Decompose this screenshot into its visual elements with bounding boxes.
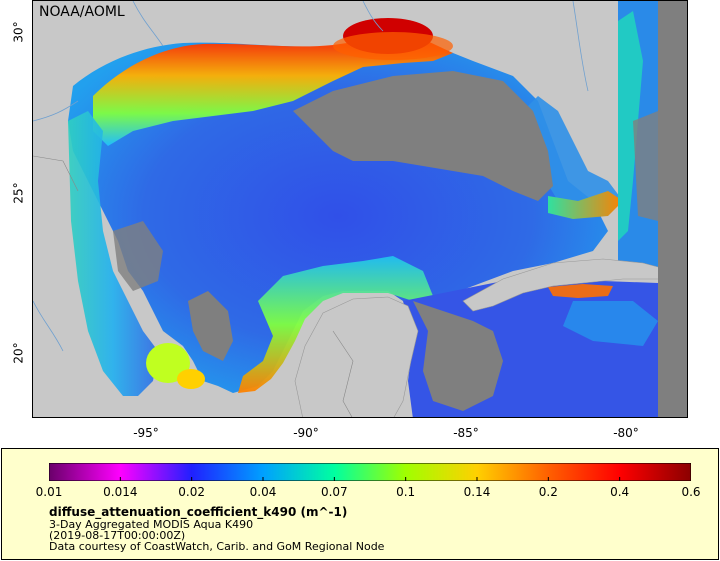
country-border-1: [33, 155, 79, 192]
credit-label: NOAA/AOML: [39, 4, 125, 20]
lon-tick-90: -90°: [293, 426, 319, 440]
veracruz-patch: [146, 343, 190, 383]
variable-label: diffuse_attenuation_coefficient_k490 (m^…: [49, 505, 348, 519]
colorbar-tick-label: 0.04: [249, 485, 277, 499]
campeche-shelf: [238, 256, 433, 393]
lat-tick-25: 25°: [11, 182, 26, 204]
lon-tick-95: -95°: [133, 426, 159, 440]
lon-tick-85: -85°: [453, 426, 479, 440]
country-border-2: [332, 330, 354, 417]
river-3: [362, 1, 384, 32]
cloud-mask-south: [413, 301, 503, 411]
colorbar-tick-label: 0.1: [396, 485, 416, 499]
colorbar-tick-label: 0.6: [681, 485, 701, 499]
colorbar-tick-label: 0.4: [610, 485, 630, 499]
cloud-mask-east: [658, 1, 687, 417]
western-coast: [68, 111, 158, 396]
river-5: [33, 300, 64, 352]
florida-keys-plume: [548, 191, 623, 219]
colorbar-gradient: [49, 463, 691, 481]
colorbar-tick-label: 0.01: [35, 485, 63, 499]
lon-tick-80: -80°: [613, 426, 639, 440]
yucatan-peninsula: [294, 296, 419, 417]
lat-tick-20: 20°: [11, 342, 26, 364]
cloud-mask-north: [293, 71, 553, 201]
veracruz-patch-2: [177, 369, 205, 389]
colorbar-tick-label: 0.2: [538, 485, 558, 499]
river-2: [132, 1, 164, 47]
cuba-coastal-plume: [548, 284, 613, 298]
colorbar-tick-label: 0.14: [463, 485, 491, 499]
atlantic-coast-band: [618, 11, 643, 241]
cloud-mask-yucatan: [113, 221, 163, 291]
caribbean-cyan: [563, 301, 658, 346]
colorbar-tick-label: 0.02: [178, 485, 206, 499]
colorbar-tick-label: 0.014: [103, 485, 138, 499]
map-panel[interactable]: NOAA/AOML: [32, 0, 688, 418]
mississippi-plume-outer: [333, 32, 453, 60]
colorbar-tick-label: 0.07: [320, 485, 348, 499]
river-4: [572, 1, 589, 92]
map-canvas: [33, 1, 687, 417]
cuba-island: [462, 258, 674, 312]
cloud-mask-sw: [188, 291, 233, 361]
lat-tick-30: 30°: [11, 21, 26, 43]
legend-panel: 0.01 0.014 0.02 0.04 0.07 0.1 0.14 0.2 0.4 0.6 di…: [1, 448, 719, 560]
northern-shelf: [93, 37, 453, 146]
attribution-label: Data courtesy of CoastWatch, Carib. and …: [49, 540, 385, 553]
dataset-label: 3-Day Aggregated MODIS Aqua K490: [49, 518, 254, 531]
time-label: (2019-08-17T00:00:00Z): [49, 529, 186, 542]
river-1: [33, 100, 79, 122]
florida-shelf: [523, 96, 623, 216]
cloud-mask-bahamas: [633, 111, 658, 221]
colorbar: [49, 463, 691, 481]
